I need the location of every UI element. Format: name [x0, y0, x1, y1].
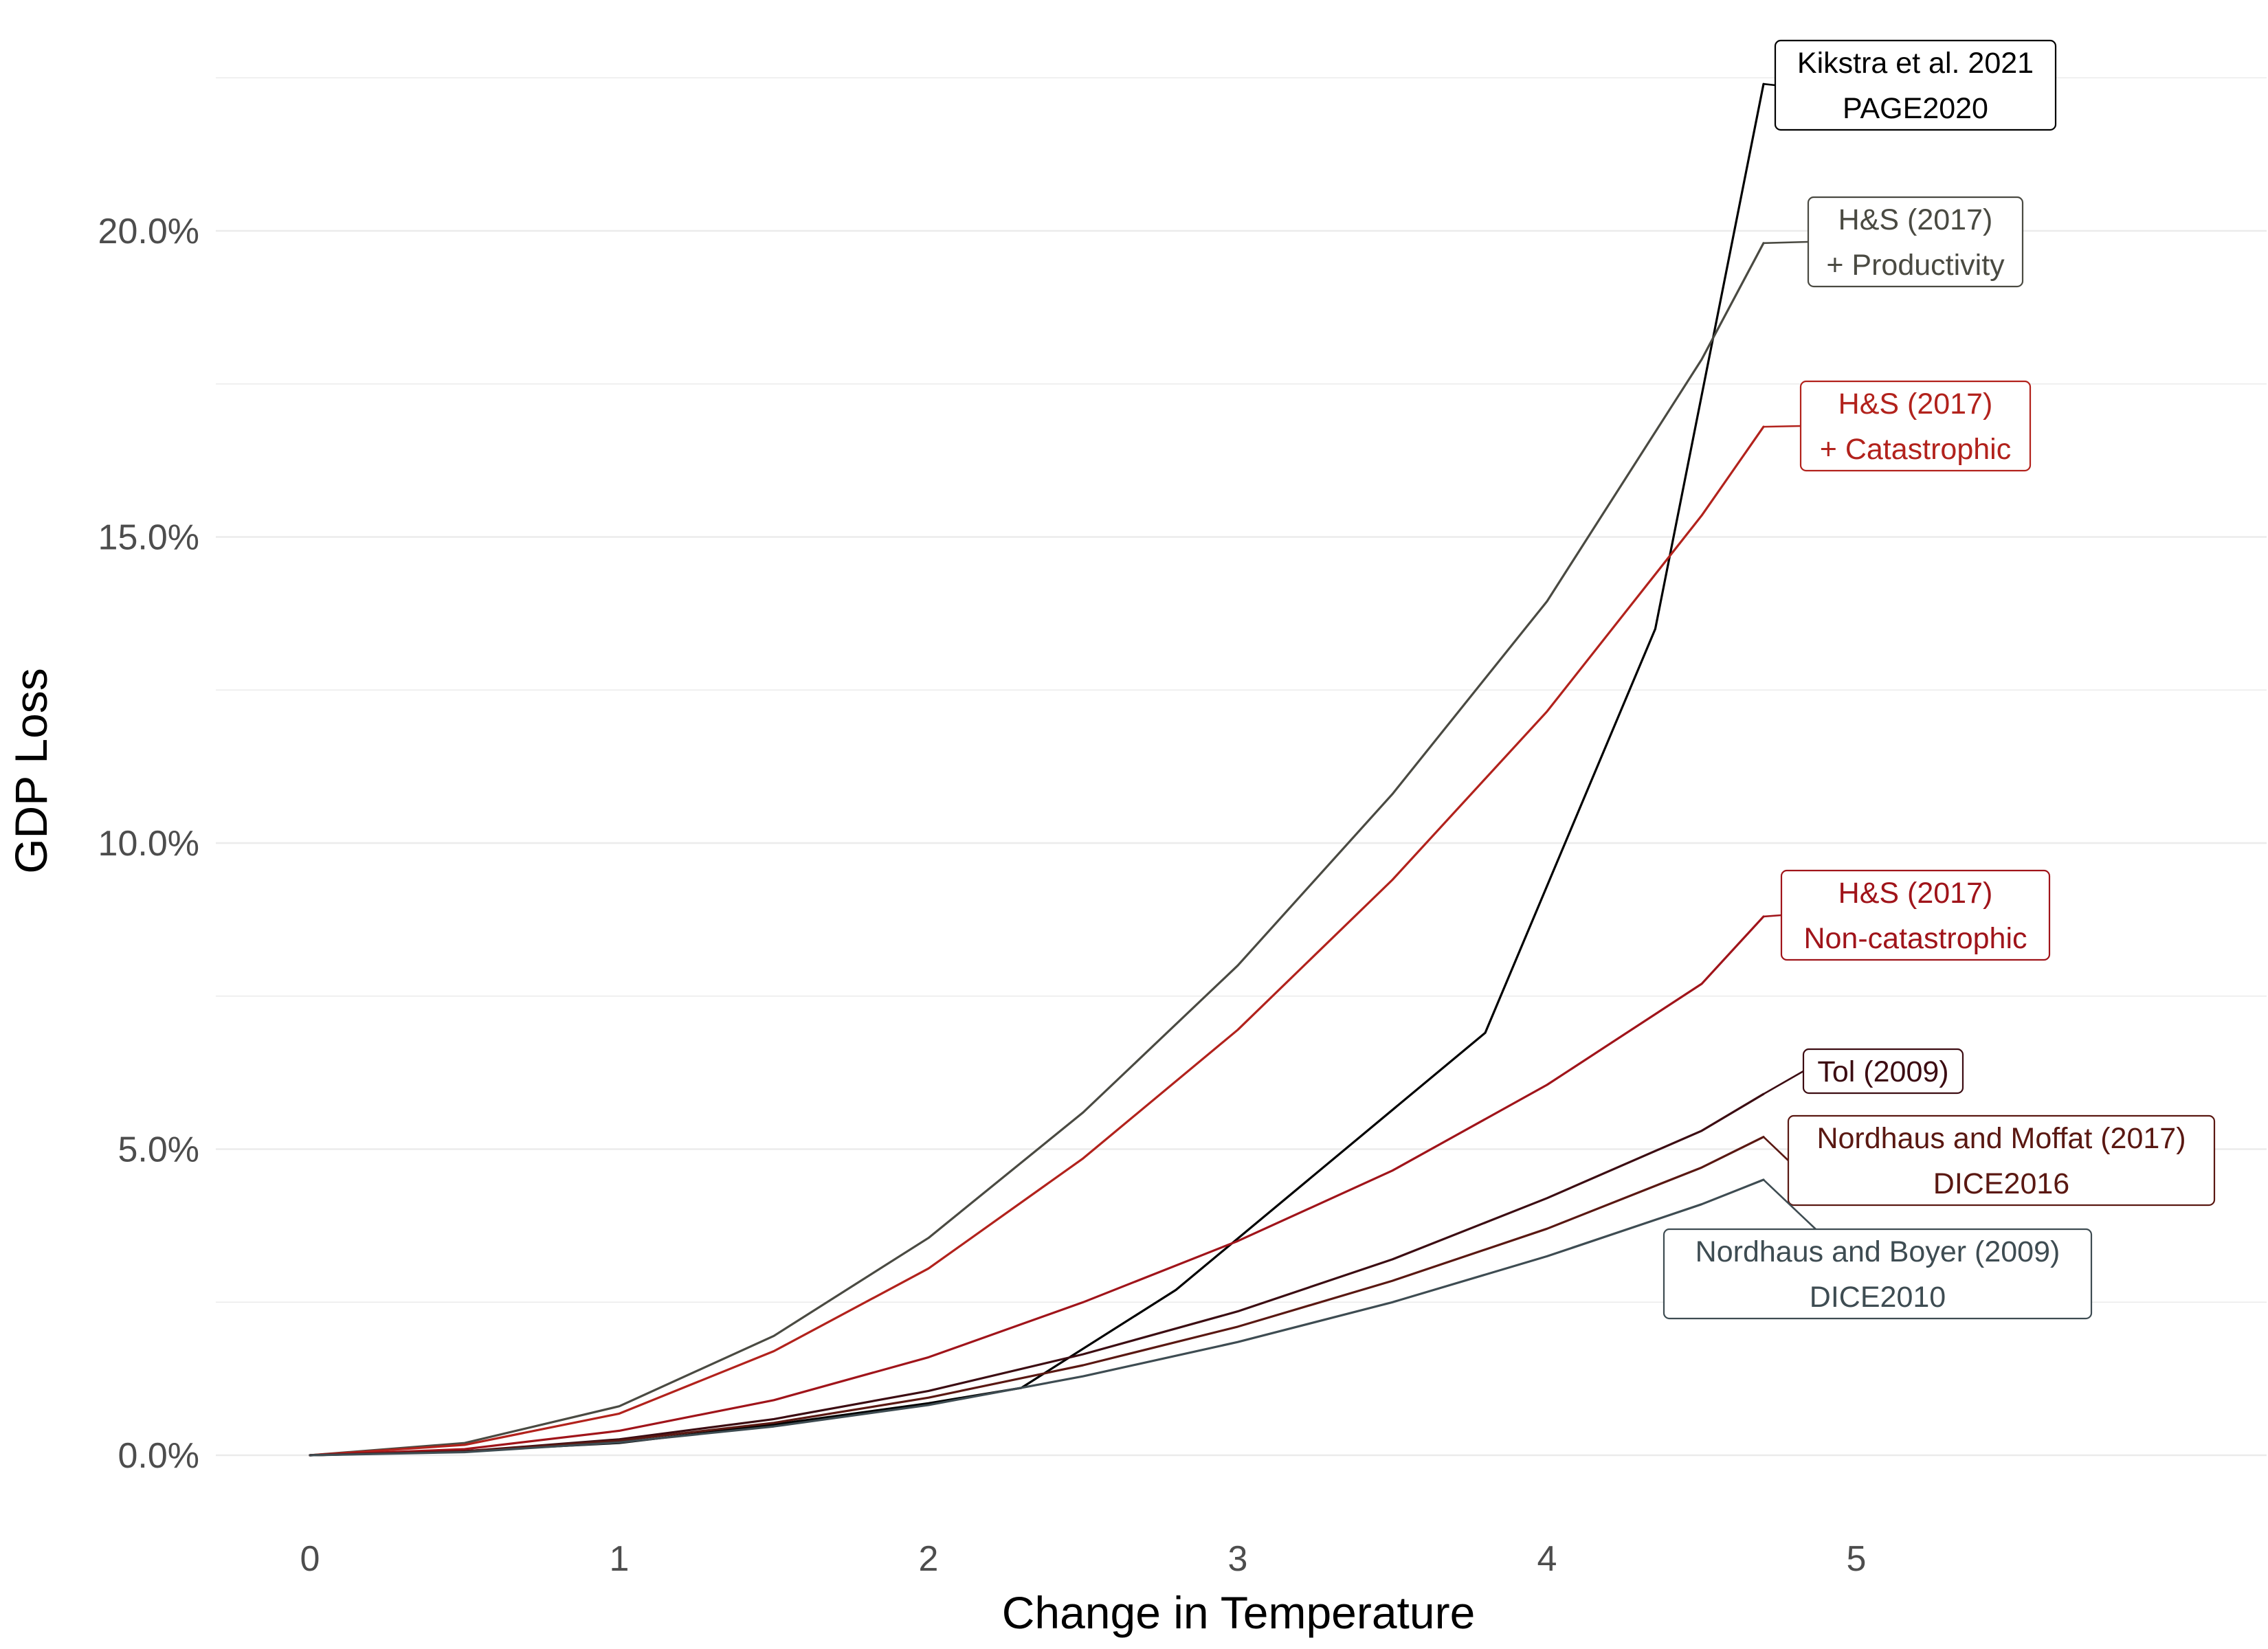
x-axis-ticks: 0 1 2 3 4 5 — [300, 1539, 1867, 1579]
label-connector — [1763, 425, 1801, 428]
y-axis-ticks: 0.0% 5.0% 10.0% 15.0% 20.0% — [98, 212, 199, 1476]
series-lines — [309, 82, 1765, 1457]
y-tick-label: 10.0% — [98, 824, 199, 864]
x-axis-title: Change in Temperature — [1002, 1587, 1476, 1638]
series-label: Nordhaus and Boyer (2009) DICE2010 — [1663, 1179, 2093, 1320]
series-label-line: Nordhaus and Moffat (2017) — [1816, 1122, 2186, 1155]
series-label-line: + Catastrophic — [1820, 433, 2011, 466]
label-box — [1774, 39, 2057, 131]
series-labels: Kikstra et al. 2021 PAGE2020 H&S (2017) + P… — [1663, 39, 2216, 1320]
y-tick-label: 5.0% — [118, 1130, 199, 1170]
series-label: Nordhaus and Moffat (2017) DICE2016 — [1763, 1114, 2216, 1207]
series-label-line: H&S (2017) — [1838, 203, 1993, 236]
series-label: H&S (2017) + Catastrophic — [1763, 380, 2032, 472]
label-box — [1663, 1228, 2093, 1320]
x-tick-label: 5 — [1847, 1539, 1867, 1579]
series-label: H&S (2017) + Productivity — [1763, 196, 2024, 288]
y-axis-title: GDP Loss — [5, 668, 56, 874]
series-label-line: DICE2010 — [1810, 1281, 1946, 1314]
y-tick-label: 20.0% — [98, 212, 199, 251]
series-label-line: Kikstra et al. 2021 — [1797, 47, 2034, 80]
label-box — [1807, 196, 2024, 288]
series-label-line: + Productivity — [1826, 249, 2005, 282]
label-box — [1780, 869, 2051, 961]
series-line — [309, 242, 1765, 1457]
series-label: H&S (2017) Non-catastrophic — [1763, 869, 2051, 961]
label-connector — [1763, 914, 1782, 918]
series-label-line: Tol (2009) — [1817, 1055, 1948, 1088]
label-box — [1799, 380, 2032, 472]
series-label-line: Non-catastrophic — [1803, 922, 2027, 955]
series-label-line: H&S (2017) — [1838, 388, 1993, 420]
series-label-line: H&S (2017) — [1838, 877, 1993, 910]
series-line — [309, 1178, 1765, 1457]
series-label-line: Nordhaus and Boyer (2009) — [1696, 1235, 2060, 1268]
label-box — [1802, 1048, 1964, 1095]
x-tick-label: 4 — [1537, 1539, 1557, 1579]
series-line — [309, 425, 1765, 1457]
label-connector — [1763, 82, 1776, 87]
series-line — [309, 915, 1765, 1457]
x-tick-label: 3 — [1228, 1539, 1248, 1579]
series-line — [309, 82, 1765, 1457]
x-tick-label: 1 — [610, 1539, 630, 1579]
x-tick-label: 2 — [919, 1539, 939, 1579]
y-tick-label: 0.0% — [118, 1436, 199, 1476]
series-line — [309, 1092, 1765, 1457]
label-connector — [1763, 1070, 1804, 1095]
x-tick-label: 0 — [300, 1539, 320, 1579]
label-connector — [1763, 1179, 1816, 1230]
label-connector — [1763, 1136, 1789, 1161]
series-line — [309, 1136, 1765, 1457]
series-label-line: DICE2016 — [1933, 1167, 2069, 1200]
series-label-line: PAGE2020 — [1843, 92, 1988, 125]
y-tick-label: 15.0% — [98, 518, 199, 558]
series-label: Kikstra et al. 2021 PAGE2020 — [1763, 39, 2057, 131]
series-label: Tol (2009) — [1763, 1048, 1964, 1095]
label-connector — [1763, 240, 1809, 245]
label-box — [1787, 1114, 2216, 1207]
